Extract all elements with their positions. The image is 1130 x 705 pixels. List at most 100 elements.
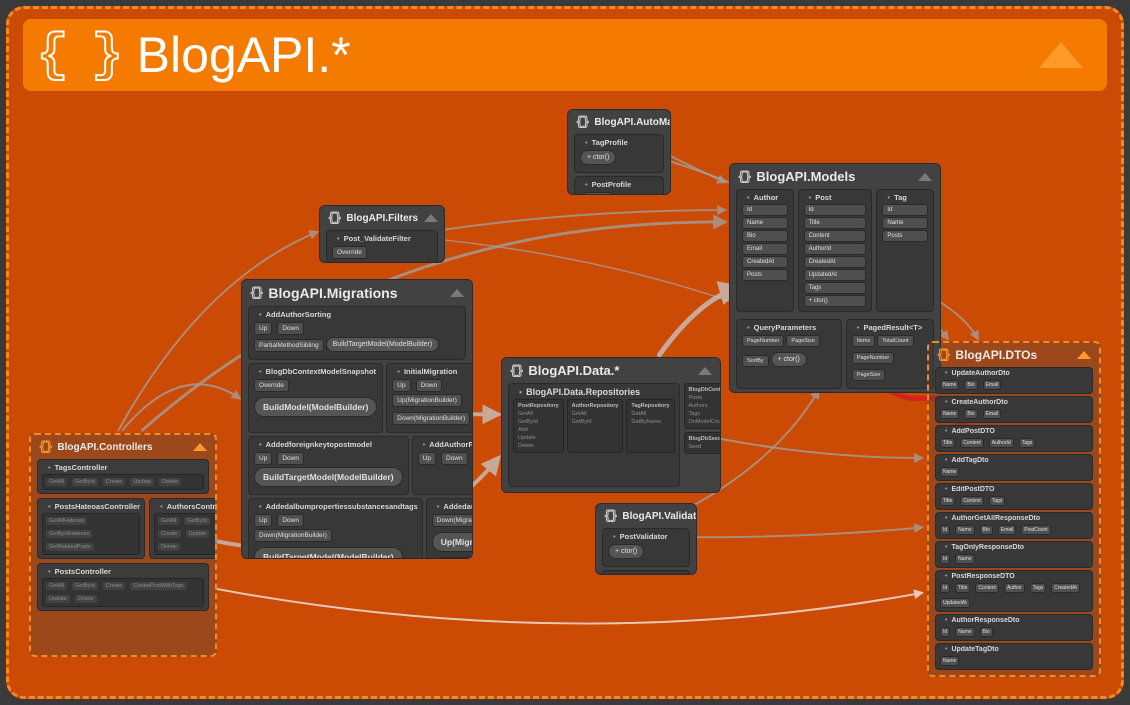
class-name: AddAuthorSorting — [253, 310, 461, 319]
collapse-caret-icon[interactable] — [424, 214, 438, 222]
node-title-label: BlogAPI.Filters — [346, 213, 418, 224]
class-name: BlogDbContextModelSnapshot — [253, 367, 378, 376]
dto-class[interactable]: CreateAuthorDtoNameBioEmail — [935, 396, 1093, 423]
collapse-caret-icon[interactable] — [918, 173, 932, 181]
class-box[interactable]: BlogDbSeedSeed — [684, 432, 720, 454]
pill-label: Down(MigrationBuilder) — [432, 514, 472, 527]
node-body: AuthorIdNameBioEmailCreatedAtPostsPostId… — [730, 187, 940, 393]
class-box[interactable]: InitialMigrationUpDownUp(MigrationBuilde… — [386, 363, 472, 433]
pill-label: Down — [441, 452, 468, 465]
pill-label: Override — [254, 379, 289, 392]
namespace-node-automapper[interactable]: {} BlogAPI.AutoMapperProfiles TagProfile+ … — [567, 109, 671, 195]
namespace-node-migrations[interactable]: {}BlogAPI.MigrationsAddAuthorSortingUpDo… — [241, 279, 473, 559]
class-name: AddAuthorProfile — [417, 440, 472, 449]
braces-icon: {} — [738, 170, 750, 184]
namespace-node-data[interactable]: {}BlogAPI.Data.*BlogAPI.Data.Repositorie… — [501, 357, 721, 493]
dto-class[interactable]: UpdateAuthorDtoNameBioEmail — [935, 367, 1093, 394]
collapse-caret-icon[interactable] — [1039, 42, 1083, 68]
controller-class[interactable]: PostsControllerGetAllGetByIdCreateCreate… — [37, 563, 209, 611]
namespace-node-validators[interactable]: {}BlogAPI.ValidatorsPostValidator+ ctor(… — [595, 503, 697, 575]
braces-icon: {} — [604, 509, 616, 523]
braces-icon: {} — [510, 364, 522, 378]
namespace-node-filters[interactable]: {}BlogAPI.FiltersPost_ValidateFilterOver… — [319, 205, 445, 263]
dto-class[interactable]: AddTagDtoName — [935, 454, 1093, 481]
namespace-node-controllers[interactable]: {}BlogAPI.ControllersTagsControllerGetAl… — [29, 433, 217, 657]
dto-class[interactable]: PostResponseDTOIdTitleContentAuthorTagsC… — [935, 570, 1093, 612]
dependency-edge — [693, 527, 922, 537]
dto-class[interactable]: EditPostDTOTitleContentTags — [935, 483, 1093, 510]
collapse-caret-icon[interactable] — [1077, 351, 1091, 359]
class-box[interactable]: AuthorRepositoryGetAllGetById — [567, 399, 624, 453]
class-box[interactable]: Post_ValidateFilterOverrideOnActionExecu… — [326, 230, 438, 262]
namespace-title: BlogAPI.* — [137, 26, 351, 84]
pill-label: Override — [332, 246, 367, 259]
node-title: {} BlogAPI.DTOs — [929, 343, 1099, 365]
method-label: + ctor() — [580, 192, 616, 194]
model-class[interactable]: PagedResult<T>ItemsTotalCountPageNumberP… — [846, 319, 934, 389]
node-body: TagsControllerGetAllGetByIdCreateUpdateD… — [31, 457, 215, 657]
controller-class[interactable]: TagsControllerGetAllGetByIdCreateUpdateD… — [37, 459, 209, 494]
pill-label: Down(MigrationBuilder) — [392, 412, 470, 425]
node-title: {}BlogAPI.Controllers — [31, 435, 215, 457]
controller-class[interactable]: AuthorsControllerGetAllGetByIdCreateUpda… — [149, 498, 215, 559]
class-box[interactable]: AddedalbumpropertiessubstancesandtagsUpD… — [248, 498, 423, 559]
node-title-label: BlogAPI.DTOs — [955, 348, 1037, 362]
pill-label: Down — [277, 322, 304, 335]
inner-namespace[interactable]: BlogAPI.Data.RepositoriesPostRepositoryG… — [508, 383, 680, 487]
node-body: Post_ValidateFilterOverrideOnActionExecu… — [320, 228, 444, 262]
dto-class[interactable]: AuthorResponseDtoIdNameBio — [935, 614, 1093, 641]
class-box[interactable]: PostProfile+ ctor() — [574, 176, 664, 194]
pill-label: Up — [254, 514, 272, 527]
class-box[interactable]: AddAuthorSortingUpDownPartialMethodSibli… — [248, 306, 466, 360]
namespace-node-models[interactable]: {} BlogAPI.Models AuthorIdNameBioEmailCrea… — [729, 163, 941, 393]
class-name: PostValidator — [607, 532, 685, 541]
model-class[interactable]: AuthorIdNameBioEmailCreatedAtPosts — [736, 189, 794, 312]
class-box[interactable]: TagProfile+ ctor() — [574, 134, 664, 173]
method-label: BuildModel(ModelBuilder) — [254, 397, 377, 417]
node-title-label: BlogAPI.AutoMapperProfiles — [594, 117, 671, 128]
model-class[interactable]: TagIdNamePosts — [876, 189, 934, 312]
class-box[interactable]: AuthorValidator+ ctor() — [602, 570, 690, 574]
namespace-header: { } BlogAPI.* — [23, 19, 1107, 91]
dependency-edge — [443, 210, 725, 230]
braces-icon: {} — [250, 286, 262, 300]
diagram-canvas[interactable]: {} BlogAPI.AutoMapperProfiles TagProfile+ … — [23, 101, 1107, 686]
collapse-caret-icon[interactable] — [193, 443, 207, 451]
collapse-caret-icon[interactable] — [450, 289, 464, 297]
node-title: {}BlogAPI.Data.* — [502, 358, 720, 381]
braces-icon: {} — [576, 115, 588, 129]
class-box[interactable]: TagRepositoryGetAllGetByName — [626, 399, 674, 453]
class-box[interactable]: BlogDbContextModelSnapshot Override BuildM… — [248, 363, 383, 433]
class-name: Addedforeignkeytopostmodel — [253, 440, 404, 449]
class-name: Post_ValidateFilter — [331, 234, 433, 243]
dto-class[interactable]: TagOnlyResponseDtoIdName — [935, 541, 1093, 568]
pill-label: Up — [418, 452, 436, 465]
collapse-caret-icon[interactable] — [698, 367, 712, 375]
braces-icon: {} — [937, 348, 949, 362]
node-body: TagProfile+ ctor()PostProfile+ ctor()Aut… — [568, 132, 670, 194]
node-title-label: BlogAPI.Models — [756, 169, 855, 184]
root-namespace-panel: { } BlogAPI.* {} BlogAPI.AutoMapperProfil… — [6, 6, 1124, 699]
dto-class[interactable]: UpdateTagDtoName — [935, 643, 1093, 670]
namespace-node-dtos[interactable]: {} BlogAPI.DTOs UpdateAuthorDtoNameBioEmai… — [927, 341, 1101, 677]
dto-class[interactable]: AuthorGetAllResponseDtoIdNameBioEmailPos… — [935, 512, 1093, 539]
pill-label: Up(MigrationBuilder) — [392, 394, 462, 407]
node-title: {} BlogAPI.AutoMapperProfiles — [568, 110, 670, 132]
class-name: Addedalbumpropertiessubstancesandtags — [253, 502, 418, 511]
dto-class[interactable]: AddPostDTOTitleContentAuthorIdTags — [935, 425, 1093, 452]
class-box[interactable]: PostRepositoryGetAllGetByIdAddUpdateDele… — [513, 399, 564, 453]
class-box[interactable]: Addedauthorandtagswithreasonings Down(Mig… — [426, 498, 472, 559]
braces-icon: { } — [37, 26, 119, 85]
model-class[interactable]: QueryParametersPageNumberPageSizeSortBy+… — [736, 319, 842, 389]
controller-class[interactable]: PostsHateoasControllerGetAllHateoasGetBy… — [37, 498, 145, 559]
class-box[interactable]: PostValidator+ ctor() — [602, 528, 690, 567]
class-name: Addedauthorandtagswithreasonings — [431, 502, 472, 511]
model-class[interactable]: PostIdTitleContentAuthorIdCreatedAtUpdat… — [798, 189, 873, 312]
dependency-edge — [216, 589, 922, 624]
class-box[interactable]: AddedforeignkeytopostmodelUpDownBuildTar… — [248, 436, 409, 495]
node-title: {} BlogAPI.Models — [730, 164, 940, 187]
node-body: UpdateAuthorDtoNameBioEmailCreateAuthorD… — [929, 365, 1099, 677]
class-box[interactable]: BlogDbContextPostsAuthorsTagsOnModelCrea… — [684, 383, 720, 429]
class-box[interactable]: AddAuthorProfile Up Down — [412, 436, 472, 495]
node-title: {}BlogAPI.Migrations — [242, 280, 472, 304]
